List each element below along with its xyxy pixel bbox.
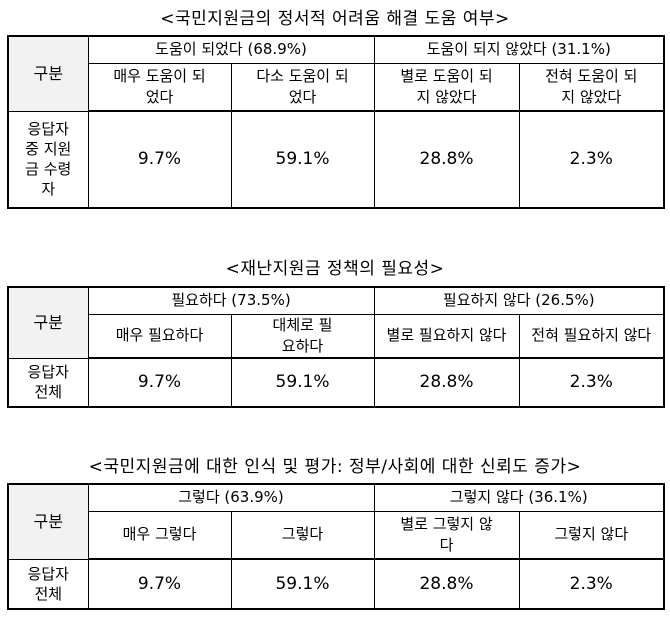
table1-title: <국민지원금의 정서적 어려움 해결 도움 여부> [160,9,510,29]
table3-sub-header: 그렇다 [230,510,375,560]
table3-group-positive: 그렇다 (63.9%) [87,483,375,512]
table3-sub-header: 그렇지 않다 [518,510,665,560]
table3-sub-header: 별로 그렇지 않다 [373,510,520,560]
table2-row-label: 응답자 전체 [7,357,89,408]
table2-value-cell: 9.7% [87,357,232,408]
table3-value-cell: 2.3% [518,558,665,610]
table2-value-cell: 28.8% [373,357,520,408]
table1-value-cell: 28.8% [373,110,520,209]
table3-value-cell: 28.8% [373,558,520,610]
table3-value-cell: 59.1% [230,558,375,610]
table2-sub-header: 대체로 필요하다 [230,313,375,359]
table1-sub-header: 전혀 도움이 되지 않았다 [518,62,665,112]
table3-row-label: 응답자 전체 [7,558,89,610]
table1: 구분 도움이 되었다 (68.9%) 도움이 되지 않았다 (31.1%) 매우… [7,35,666,209]
table2-sub-header: 매우 필요하다 [87,313,232,359]
table3-gubun-header: 구분 [7,483,89,560]
table2-value-cell: 59.1% [230,357,375,408]
table1-value-cell: 9.7% [87,110,232,209]
table3-sub-header: 매우 그렇다 [87,510,232,560]
table1-value-cell: 59.1% [230,110,375,209]
table2-group-negative: 필요하지 않다 (26.5%) [373,286,665,315]
table2-sub-header: 별로 필요하지 않다 [373,313,520,359]
table1-group-positive: 도움이 되었다 (68.9%) [87,35,375,64]
table2-gubun-header: 구분 [7,286,89,359]
table2-title: <재난지원금 정책의 필요성> [225,259,445,279]
table3-title: <국민지원금에 대한 인식 및 평가: 정부/사회에 대한 신뢰도 증가> [88,457,582,477]
table1-gubun-header: 구분 [7,35,89,112]
table1-sub-header: 다소 도움이 되었다 [230,62,375,112]
table2-sub-header: 전혀 필요하지 않다 [518,313,665,359]
table1-value-cell: 2.3% [518,110,665,209]
table3-value-cell: 9.7% [87,558,232,610]
table1-group-negative: 도움이 되지 않았다 (31.1%) [373,35,665,64]
table3-group-negative: 그렇지 않다 (36.1%) [373,483,665,512]
table1-sub-header: 별로 도움이 되지 않았다 [373,62,520,112]
table3: 구분 그렇다 (63.9%) 그렇지 않다 (36.1%) 매우 그렇다 그렇다… [7,483,665,610]
table2-group-positive: 필요하다 (73.5%) [87,286,375,315]
table2-value-cell: 2.3% [518,357,665,408]
table2: 구분 필요하다 (73.5%) 필요하지 않다 (26.5%) 매우 필요하다 … [7,286,666,408]
table1-row-label: 응답자 중 지원금 수령자 [7,110,89,209]
table1-sub-header: 매우 도움이 되었다 [87,62,232,112]
